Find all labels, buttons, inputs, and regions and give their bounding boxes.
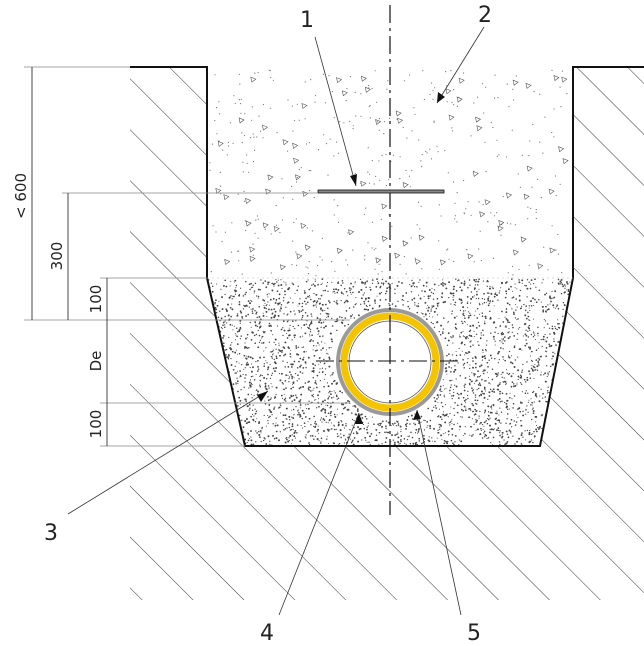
callout-1: 1	[300, 8, 314, 33]
leader-4	[278, 412, 360, 616]
dimension-lines	[31, 67, 108, 446]
callout-2: 2	[478, 3, 492, 28]
callout-5: 5	[467, 621, 481, 646]
leader-arrowheads	[257, 92, 445, 424]
dim-tape-depth: 300	[48, 242, 66, 271]
dim-diameter: De	[87, 351, 105, 372]
warning-tape	[317, 189, 445, 194]
leader-lines	[67, 26, 485, 616]
dim-max-depth: < 600	[12, 173, 30, 219]
callout-4: 4	[260, 621, 274, 646]
dimension-extension-lines	[24, 66, 350, 447]
sand-bedding-fill	[207, 278, 571, 446]
callout-3: 3	[44, 521, 58, 546]
leader-3	[67, 390, 269, 515]
dim-cover-above: 100	[87, 285, 105, 314]
leader-2	[436, 26, 485, 104]
dim-bedding-below: 100	[87, 410, 105, 439]
leader-1	[314, 36, 357, 187]
backfill-fill	[209, 69, 569, 277]
trench-outline	[130, 66, 644, 447]
leader-5	[416, 409, 462, 616]
